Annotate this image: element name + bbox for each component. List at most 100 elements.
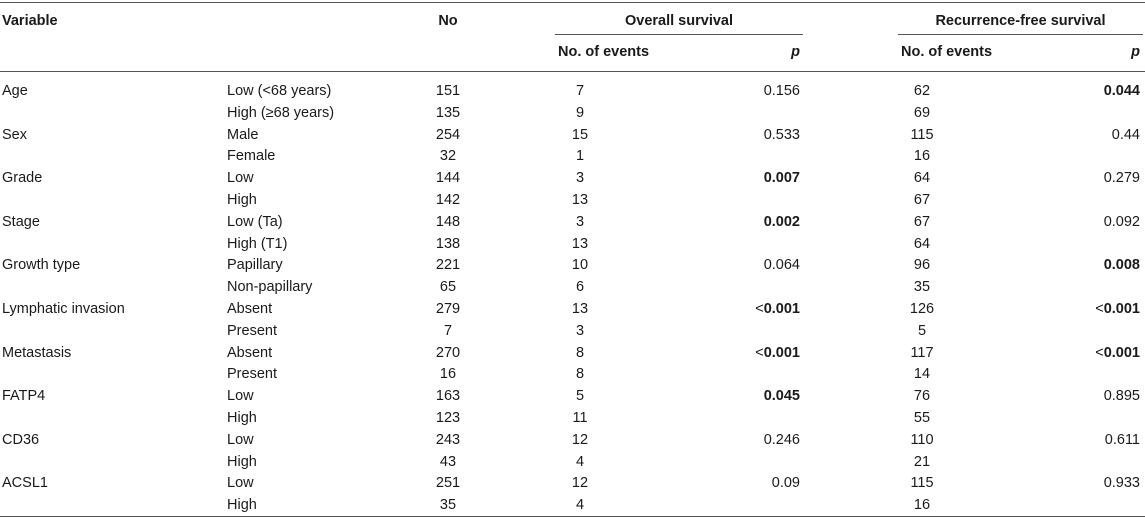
- cell-os-p: 0.007: [690, 169, 800, 187]
- cell-rfs-p-value: 0.933: [1103, 475, 1140, 492]
- table-top-rule: [0, 2, 1145, 3]
- cell-variable-value: Grade: [2, 170, 43, 187]
- cell-group: Male: [227, 126, 397, 144]
- cell-rfs-p-value: 0.001: [1103, 301, 1140, 317]
- cell-rfs-events-value: 62: [913, 83, 931, 99]
- cell-os-p-value: 0.045: [763, 388, 800, 405]
- cell-os-events: 4: [555, 496, 605, 514]
- cell-rfs-events: 21: [897, 453, 947, 471]
- cell-os-events: 13: [555, 235, 605, 253]
- p-value-prefix: <: [755, 301, 764, 317]
- p-value-prefix: <: [1095, 301, 1104, 317]
- cell-os-p-value: 0.533: [763, 126, 800, 143]
- cell-variable: CD36: [2, 431, 202, 449]
- cell-group: Present: [227, 365, 397, 383]
- cell-no-value: 138: [435, 235, 461, 252]
- cell-no: 163: [408, 387, 488, 405]
- cell-no: 35: [408, 496, 488, 514]
- cell-no-value: 144: [435, 170, 461, 187]
- cell-rfs-events-value: 96: [913, 257, 931, 274]
- cell-os-events-value: 10: [571, 257, 589, 274]
- cell-no: 221: [408, 256, 488, 274]
- cell-rfs-p: 0.008: [1030, 256, 1140, 274]
- cell-variable: FATP4: [2, 387, 202, 405]
- cell-group-value: Low: [227, 431, 254, 448]
- cell-os-events: 8: [555, 365, 605, 383]
- cell-rfs-events: 62: [897, 82, 947, 100]
- cell-rfs-events-value: 69: [913, 104, 931, 121]
- cell-group: Absent: [227, 344, 397, 362]
- cell-no-value: 270: [435, 344, 461, 361]
- cell-group: Present: [227, 322, 397, 340]
- cell-no-value: 148: [435, 213, 461, 230]
- cell-group-value: Low (<68 years): [227, 83, 332, 99]
- overall-survival-rule: [555, 34, 803, 35]
- cell-no: 138: [408, 235, 488, 253]
- cell-os-events: 9: [555, 104, 605, 122]
- cell-no: 7: [408, 322, 488, 340]
- cell-os-events-value: 3: [575, 213, 585, 230]
- cell-group-value: Absent: [227, 344, 273, 361]
- header-overall-survival: Overall survival: [624, 13, 733, 29]
- cell-rfs-events-value: 16: [913, 148, 931, 165]
- cell-group-value: High: [227, 453, 257, 470]
- cell-group-value: Non-papillary: [227, 279, 313, 296]
- cell-group: Papillary: [227, 256, 397, 274]
- cell-no: 32: [408, 147, 488, 165]
- cell-group: High (≥68 years): [227, 104, 397, 122]
- cell-os-events: 15: [555, 126, 605, 144]
- cell-variable: Metastasis: [2, 344, 202, 362]
- cell-os-events: 3: [555, 213, 605, 231]
- cell-os-p: 0.064: [690, 256, 800, 274]
- cell-no-value: 7: [443, 322, 453, 339]
- cell-os-events-value: 7: [575, 83, 585, 99]
- cell-os-p-value: 0.001: [763, 301, 800, 317]
- cell-no-value: 151: [435, 83, 461, 99]
- cell-group-value: Absent: [227, 301, 273, 317]
- cell-no-value: 32: [439, 148, 457, 165]
- cell-os-p: <0.001: [690, 300, 800, 318]
- cell-os-events-value: 1: [575, 148, 585, 165]
- cell-group: High: [227, 191, 397, 209]
- cell-group: Low (<68 years): [227, 82, 397, 100]
- cell-os-events: 8: [555, 344, 605, 362]
- cell-rfs-p: <0.001: [1030, 344, 1140, 362]
- cell-group-value: Male: [227, 126, 259, 143]
- cell-rfs-events: 96: [897, 256, 947, 274]
- p-value-prefix: <: [1095, 344, 1104, 361]
- cell-group-value: High: [227, 410, 257, 426]
- cell-no: 254: [408, 126, 488, 144]
- cell-rfs-events: 16: [897, 496, 947, 514]
- cell-no: 65: [408, 278, 488, 296]
- cell-rfs-events: 76: [897, 387, 947, 405]
- cell-group: Absent: [227, 300, 397, 318]
- cell-rfs-events: 110: [897, 431, 947, 449]
- cell-rfs-events: 117: [897, 344, 947, 362]
- cell-rfs-events: 55: [897, 409, 947, 427]
- cell-no-value: 43: [439, 453, 457, 470]
- cell-variable: Sex: [2, 126, 202, 144]
- header-rfs-p: p: [1131, 44, 1140, 60]
- cell-os-p-value: 0.002: [763, 213, 800, 230]
- cell-rfs-events-value: 35: [913, 279, 931, 296]
- header-os-events: No. of events: [558, 44, 650, 60]
- cell-no: 43: [408, 453, 488, 471]
- cell-no: 16: [408, 365, 488, 383]
- cell-group: High: [227, 496, 397, 514]
- cell-os-events-value: 5: [575, 388, 585, 405]
- header-variable: Variable: [2, 13, 58, 29]
- cell-os-events: 11: [555, 409, 605, 427]
- cell-variable-value: FATP4: [2, 388, 46, 405]
- cell-group-value: Female: [227, 148, 276, 165]
- cell-variable: Growth type: [2, 256, 202, 274]
- cell-os-p: 0.246: [690, 431, 800, 449]
- cell-rfs-events-value: 21: [913, 453, 931, 470]
- cell-os-events-value: 3: [575, 322, 585, 339]
- cell-os-events: 6: [555, 278, 605, 296]
- cell-no-value: 135: [435, 104, 461, 121]
- cell-group: Low: [227, 387, 397, 405]
- cell-rfs-events-value: 55: [913, 410, 931, 426]
- header-rfs-events: No. of events: [901, 44, 993, 60]
- cell-os-p: 0.533: [690, 126, 800, 144]
- cell-os-p-value: 0.156: [763, 83, 800, 99]
